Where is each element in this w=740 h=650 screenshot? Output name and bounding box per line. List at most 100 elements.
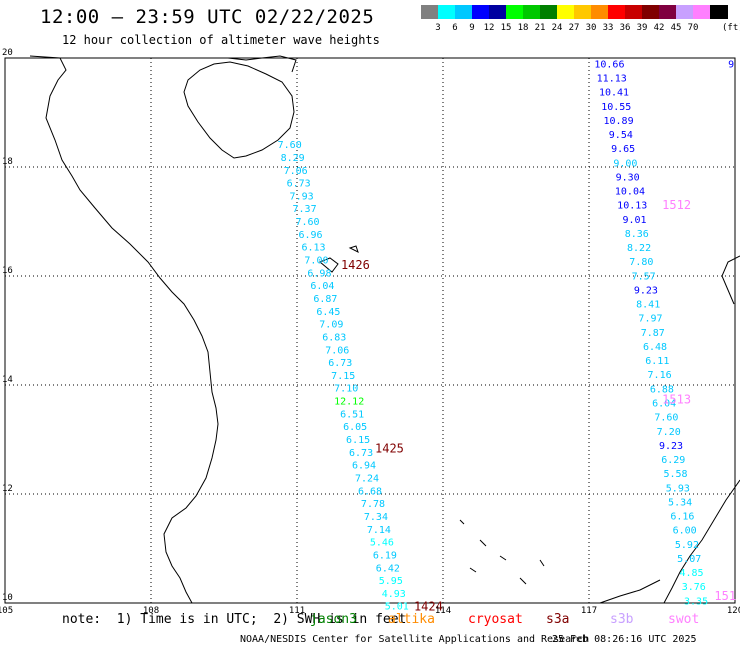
footer-note: note: 1) Time is in UTC; 2) SWH is in fe…	[62, 612, 407, 627]
wave-height-measurement: 9.00	[613, 158, 637, 169]
wave-height-measurement: 6.13	[301, 243, 325, 254]
colorbar-label: 27	[568, 23, 580, 33]
pass-number-label: 1424	[414, 600, 443, 614]
wave-height-measurement: 7.93	[290, 191, 314, 202]
wave-height-measurement: 6.42	[376, 563, 400, 574]
wave-height-measurement: 6.45	[316, 307, 340, 318]
colorbar-units: (ft)	[722, 23, 740, 33]
colorbar-swatch	[455, 5, 473, 19]
luzon-coastline	[721, 255, 740, 305]
colorbar-label: 36	[619, 23, 631, 33]
wave-height-measurement: 6.29	[661, 455, 685, 466]
colorbar-label: 21	[534, 23, 546, 33]
wave-height-measurement: 10.13	[617, 201, 647, 212]
legend-jason3: jason3	[310, 612, 357, 627]
wave-height-measurement: 10.66	[594, 59, 624, 70]
wave-height-measurement: 10.04	[615, 187, 645, 198]
wave-height-measurement: 5.92	[675, 540, 699, 551]
wave-height-measurement: 7.60	[278, 140, 302, 151]
legend-altika: altika	[388, 612, 435, 627]
colorbar-label: 30	[585, 23, 597, 33]
wave-height-measurement: 7.60	[654, 413, 678, 424]
colorbar-label: 24	[551, 23, 563, 33]
lon-tick-label: 117	[581, 606, 597, 616]
vietnam-coastline	[29, 55, 219, 604]
colorbar-swatch	[591, 5, 609, 19]
edge-labels: 9	[728, 59, 734, 70]
colorbar-label: 42	[653, 23, 665, 33]
legend-s3a: s3a	[546, 612, 570, 627]
map-title: 12:00 – 23:59 UTC 02/22/2025	[40, 6, 375, 28]
lon-tick-label: 120	[727, 606, 740, 616]
wave-height-measurement: 6.04	[310, 281, 334, 292]
colorbar-label: 45	[670, 23, 682, 33]
hainan-island	[183, 61, 295, 159]
wave-height-measurement: 10.55	[601, 102, 631, 113]
colorbar-swatch	[693, 5, 711, 19]
colorbar-label: 39	[636, 23, 648, 33]
china-coastline	[227, 55, 297, 73]
wave-height-measurement: 6.73	[328, 358, 352, 369]
lat-tick-label: 16	[2, 266, 13, 276]
wave-height-measurement: 7.24	[355, 473, 379, 484]
colorbar-label: 18	[517, 23, 529, 33]
lon-tick-label: 108	[143, 606, 159, 616]
colorbar-swatch	[421, 5, 439, 19]
wave-height-measurement: 7.00	[304, 256, 328, 267]
wave-height-measurement: 5.34	[668, 497, 692, 508]
wave-height-measurement: 6.83	[322, 332, 346, 343]
footer-timestamp: 25 Feb 08:26:16 UTC 2025	[552, 634, 697, 645]
wave-height-measurement: 9.54	[609, 130, 633, 141]
wave-height-measurement: 8.41	[636, 300, 660, 311]
wave-height-measurement: 7.10	[334, 384, 358, 395]
colorbar-swatch	[540, 5, 558, 19]
colorbar-swatch	[574, 5, 592, 19]
colorbar-label: 15	[500, 23, 512, 33]
lon-tick-label: 114	[435, 606, 451, 616]
spratly-reefs	[459, 519, 545, 585]
wave-height-measurement: 6.05	[343, 422, 367, 433]
colorbar-swatch	[659, 5, 677, 19]
wave-height-measurement: 5.01	[385, 602, 409, 613]
wave-height-measurement: 7.80	[629, 257, 653, 268]
lat-tick-label: 18	[2, 157, 13, 167]
wave-height-measurement: 5.93	[666, 483, 690, 494]
wave-height-measurement: 4.85	[679, 568, 703, 579]
colorbar-label: 3	[435, 23, 441, 33]
colorbar-label: 70	[687, 23, 699, 33]
wave-height-measurement: 7.20	[657, 427, 681, 438]
wave-height-measurement: 6.11	[645, 356, 669, 367]
lat-tick-label: 14	[2, 375, 13, 385]
wave-height-measurement: 7.09	[319, 320, 343, 331]
wave-height-measurement: 9.01	[622, 215, 646, 226]
wave-height-measurement: 9.23	[659, 441, 683, 452]
wave-height-measurement: 3.35	[684, 596, 708, 607]
wave-height-measurement: 6.04	[652, 398, 676, 409]
wave-height-measurement: 6.16	[670, 512, 694, 523]
wave-height-measurement: 7.78	[361, 499, 385, 510]
axis-tick-labels: 105 108 111 114 117 120 20 18 16 14 12 10	[0, 48, 740, 616]
colorbar-swatch	[438, 5, 456, 19]
wave-height-measurement: 8.36	[625, 229, 649, 240]
lat-tick-label: 10	[2, 593, 13, 603]
colorbar-swatch	[489, 5, 507, 19]
wave-height-measurement: 7.34	[364, 512, 388, 523]
map-subtitle: 12 hour collection of altimeter wave hei…	[62, 33, 380, 47]
pass-number-label: 151	[714, 589, 736, 603]
wave-height-measurement: 6.98	[307, 268, 331, 279]
wave-height-measurement: 6.88	[650, 384, 674, 395]
wave-height-measurement: 3.76	[682, 582, 706, 593]
wave-height-measurement: 4.93	[382, 589, 406, 600]
colorbar-swatch	[523, 5, 541, 19]
legend-cryosat: cryosat	[468, 612, 523, 627]
wave-height-measurement: 7.15	[331, 371, 355, 382]
wave-height-measurement: 7.06	[284, 166, 308, 177]
wave-height-measurement: 9.23	[634, 285, 658, 296]
wave-height-measurement: 5.46	[370, 538, 394, 549]
lat-tick-label: 20	[2, 48, 13, 58]
wave-height-measurement: 7.14	[367, 525, 391, 536]
wave-height-measurement: 6.68	[358, 486, 382, 497]
wave-height-measurement: 6.00	[673, 526, 697, 537]
wave-height-measurement: 7.97	[638, 314, 662, 325]
